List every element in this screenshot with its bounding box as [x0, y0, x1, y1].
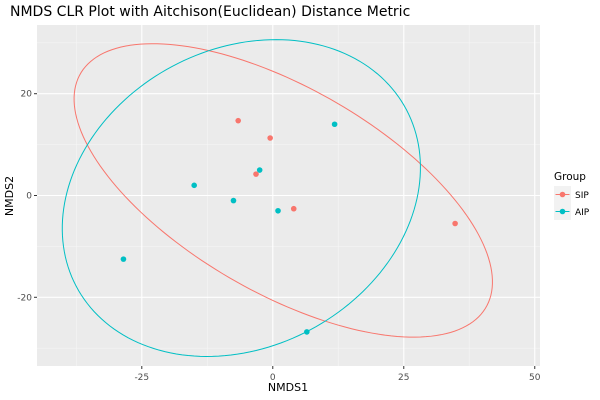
x-tick-label: -25	[134, 373, 149, 383]
point-sip	[267, 135, 273, 141]
legend-label-aip: AIP	[575, 208, 590, 218]
point-aip	[191, 182, 197, 189]
legend-key-point	[559, 208, 566, 215]
points	[120, 117, 458, 335]
y-tick-label: 20	[21, 90, 33, 100]
point-aip	[331, 121, 338, 128]
x-tick-label: 50	[529, 373, 541, 383]
ellipse-sip	[73, 43, 493, 338]
y-axis-ticks: -20 0 20	[17, 90, 37, 303]
y-tick-label: 0	[26, 192, 32, 202]
legend-title: Group	[554, 171, 586, 183]
point-aip	[120, 256, 127, 262]
point-sip	[290, 205, 297, 212]
point-sip	[253, 171, 259, 177]
legend: Group SIP AIP	[554, 171, 590, 220]
point-sip	[452, 220, 458, 227]
ellipse-aip	[61, 39, 421, 357]
point-aip	[275, 207, 281, 214]
x-tick-label: 25	[398, 373, 409, 383]
point-aip	[256, 167, 263, 173]
legend-key-point	[559, 191, 566, 198]
point-aip	[230, 197, 237, 204]
x-tick-label: 0	[270, 373, 276, 383]
x-axis-ticks: -25 0 25 50	[134, 366, 541, 383]
y-axis-label: NMDS2	[3, 176, 16, 216]
y-tick-label: -20	[17, 293, 32, 303]
point-aip	[304, 329, 310, 335]
ellipses	[61, 39, 493, 357]
grid	[37, 25, 540, 366]
point-sip	[235, 117, 241, 124]
legend-label-sip: SIP	[575, 191, 589, 201]
chart-title: NMDS CLR Plot with Aitchison(Euclidean) …	[10, 4, 410, 20]
x-axis-label: NMDS1	[268, 381, 308, 394]
